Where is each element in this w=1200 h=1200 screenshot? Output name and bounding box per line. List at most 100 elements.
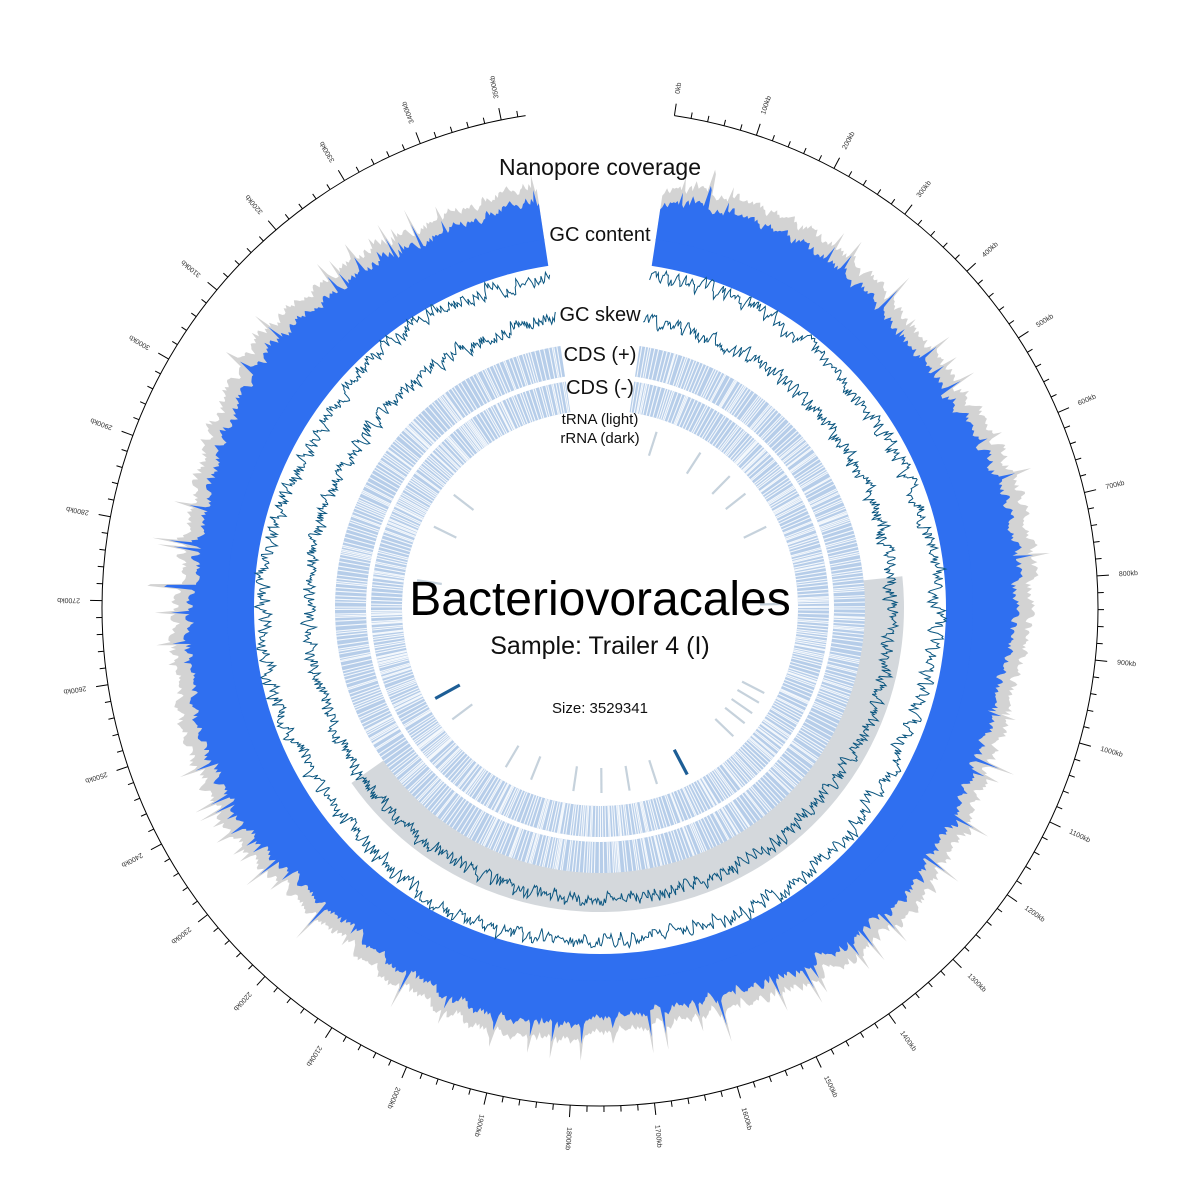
axis-minor-tick xyxy=(1008,320,1015,325)
axis-minor-tick xyxy=(97,650,104,653)
axis-minor-tick xyxy=(940,970,946,976)
axis-tick-label: 3200kb xyxy=(244,193,264,215)
axis-minor-tick xyxy=(1041,836,1048,841)
trna-mark xyxy=(736,688,760,704)
axis-minor-tick xyxy=(901,1003,907,1009)
axis-minor-tick xyxy=(1035,363,1042,368)
axis-minor-tick xyxy=(988,292,994,298)
axis-tick-label: 2800kb xyxy=(66,505,90,516)
axis-minor-tick xyxy=(466,121,469,128)
axis-tick-label: 2300kb xyxy=(170,925,192,945)
trna-mark xyxy=(741,680,765,695)
axis-minor-tick xyxy=(860,1032,865,1038)
axis-minor-tick xyxy=(248,964,254,970)
axis-major-tick xyxy=(337,169,345,181)
axis-major-tick xyxy=(815,1056,822,1068)
rrna-track-label: rRNA (dark) xyxy=(560,430,640,447)
axis-minor-tick xyxy=(917,219,923,226)
axis-minor-tick xyxy=(388,1059,392,1066)
axis-minor-tick xyxy=(1095,557,1102,560)
axis-minor-tick xyxy=(147,385,154,390)
axis-minor-tick xyxy=(435,1078,439,1085)
trna-mark xyxy=(451,703,473,721)
trna-mark xyxy=(685,452,702,475)
axis-minor-tick xyxy=(986,921,992,926)
trna-mark xyxy=(624,765,631,791)
axis-minor-tick xyxy=(501,1096,504,1103)
axis-minor-tick xyxy=(975,934,981,939)
coverage-track-label: Nanopore coverage xyxy=(498,154,702,180)
axis-minor-tick xyxy=(451,1084,455,1091)
gc-content-track-label: GC content xyxy=(549,224,651,246)
trna-mark xyxy=(572,766,579,792)
axis-major-tick xyxy=(653,1102,657,1115)
axis-minor-tick xyxy=(449,126,453,133)
axis-minor-tick xyxy=(703,1094,707,1101)
axis-minor-tick xyxy=(787,141,791,148)
axis-minor-tick xyxy=(342,1036,347,1042)
axis-minor-tick xyxy=(518,1099,521,1106)
axis-minor-tick xyxy=(927,982,933,988)
axis-minor-tick xyxy=(1050,393,1057,398)
axis-minor-tick xyxy=(258,236,264,242)
axis-major-tick xyxy=(483,1092,488,1105)
axis-major-tick xyxy=(755,123,761,136)
cds-minus-track-label: CDS (-) xyxy=(566,377,634,399)
axis-minor-tick xyxy=(224,940,230,945)
axis-tick-label: 1400kb xyxy=(898,1030,917,1053)
axis-minor-tick xyxy=(1087,507,1095,510)
axis-minor-tick xyxy=(401,144,406,151)
axis-tick-label: 1500kb xyxy=(822,1075,838,1099)
trna-mark xyxy=(759,602,785,606)
axis-minor-tick xyxy=(139,401,146,405)
axis-minor-tick xyxy=(386,151,390,158)
axis-minor-tick xyxy=(312,193,317,200)
axis-tick-label: 2200kb xyxy=(232,990,253,1012)
axis-minor-tick xyxy=(236,952,242,958)
axis-tick-label: 2000kb xyxy=(385,1086,400,1110)
axis-major-tick xyxy=(325,1027,333,1039)
axis-minor-tick xyxy=(1025,866,1032,871)
axis-minor-tick xyxy=(286,997,292,1004)
axis-minor-tick xyxy=(201,298,207,304)
axis-tick-label: 200kb xyxy=(842,131,857,151)
axis-minor-tick xyxy=(830,1048,835,1055)
axis-minor-tick xyxy=(690,112,693,119)
axis-minor-tick xyxy=(372,1052,377,1059)
axis-minor-tick xyxy=(1080,474,1087,477)
axis-tick-label: 3400kb xyxy=(401,100,416,124)
trna-mark xyxy=(453,493,475,511)
axis-major-tick xyxy=(150,843,162,851)
cds-plus-ring-gene-boundaries xyxy=(334,345,866,874)
axis-minor-tick xyxy=(535,1101,538,1108)
axis-minor-tick xyxy=(154,370,161,375)
axis-minor-tick xyxy=(134,797,140,802)
axis-minor-tick xyxy=(930,230,936,237)
axis-minor-tick xyxy=(246,247,252,253)
axis-tick-label: 2500kb xyxy=(84,770,108,784)
axis-minor-tick xyxy=(104,700,111,703)
axis-minor-tick xyxy=(223,272,229,278)
axis-minor-tick xyxy=(800,1063,804,1070)
axis-minor-tick xyxy=(687,1098,690,1105)
axis-minor-tick xyxy=(1093,676,1100,679)
axis-minor-tick xyxy=(954,254,960,260)
axis-minor-tick xyxy=(148,828,154,833)
axis-minor-tick xyxy=(355,166,360,173)
axis-minor-tick xyxy=(172,341,178,346)
axis-major-tick xyxy=(121,430,134,436)
trna-mark xyxy=(711,475,731,495)
axis-minor-tick xyxy=(848,171,853,177)
axis-minor-tick xyxy=(433,131,437,138)
axis-minor-tick xyxy=(357,1044,362,1051)
cds-plus-track-label: CDS (+) xyxy=(563,344,637,366)
axis-major-tick xyxy=(904,204,913,215)
axis-major-tick xyxy=(498,108,502,121)
axis-minor-tick xyxy=(1016,880,1022,885)
axis-tick-label: 3100kb xyxy=(180,258,202,278)
axis-minor-tick xyxy=(1093,540,1100,543)
axis-major-tick xyxy=(1095,659,1108,662)
axis-minor-tick xyxy=(1075,457,1082,461)
axis-major-tick xyxy=(256,976,266,986)
